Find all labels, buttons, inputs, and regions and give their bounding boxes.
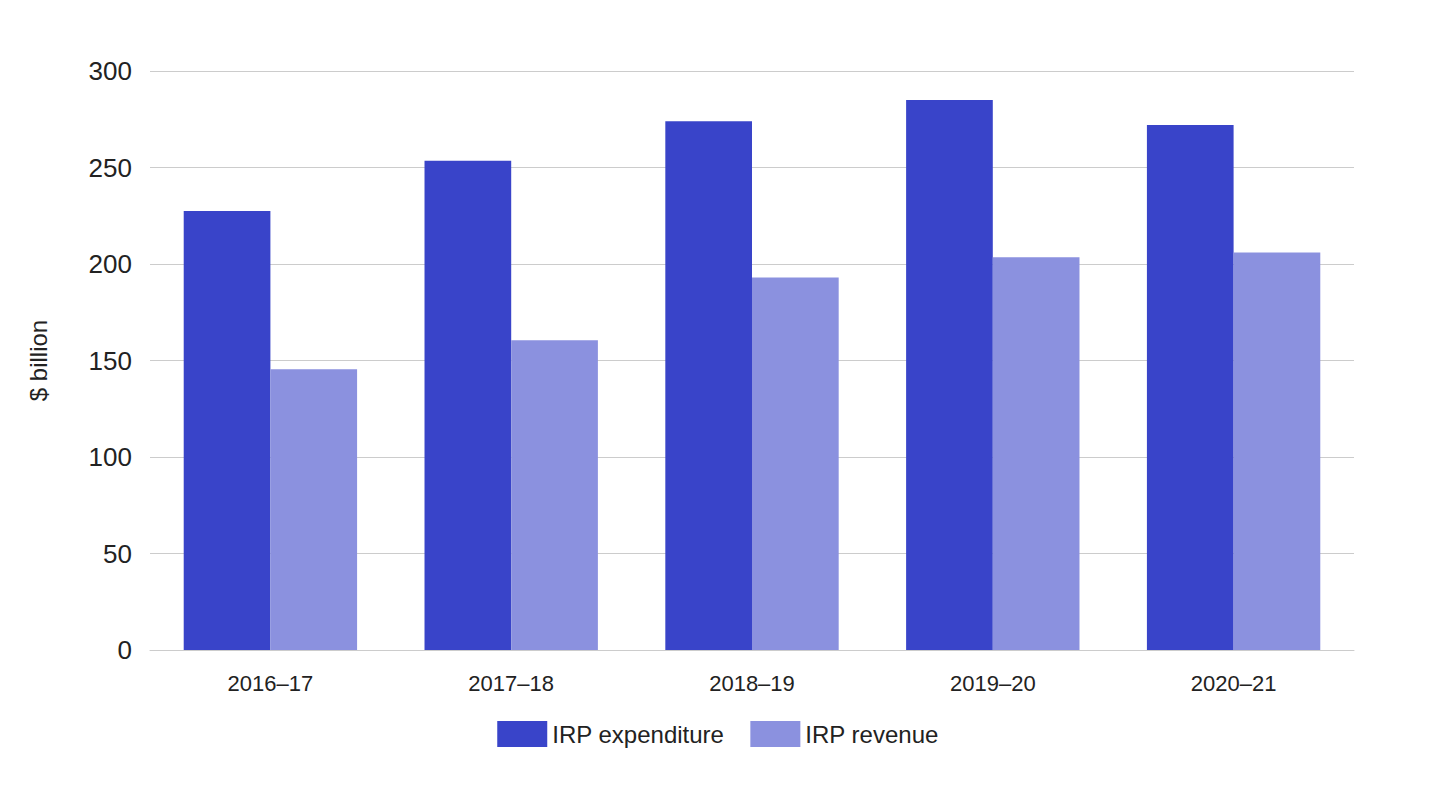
svg-text:150: 150 bbox=[89, 346, 132, 376]
svg-text:0: 0 bbox=[118, 635, 132, 665]
svg-text:IRP revenue: IRP revenue bbox=[805, 721, 938, 748]
svg-text:2019–20: 2019–20 bbox=[950, 671, 1036, 696]
svg-text:2016–17: 2016–17 bbox=[228, 671, 314, 696]
svg-text:IRP expenditure: IRP expenditure bbox=[552, 721, 724, 748]
svg-text:$ billion: $ billion bbox=[25, 320, 52, 401]
svg-text:250: 250 bbox=[89, 153, 132, 183]
svg-text:50: 50 bbox=[103, 539, 132, 569]
svg-text:2018–19: 2018–19 bbox=[709, 671, 795, 696]
svg-text:100: 100 bbox=[89, 442, 132, 472]
svg-text:300: 300 bbox=[89, 56, 132, 86]
svg-text:2017–18: 2017–18 bbox=[468, 671, 554, 696]
svg-text:2020–21: 2020–21 bbox=[1191, 671, 1277, 696]
svg-text:200: 200 bbox=[89, 249, 132, 279]
